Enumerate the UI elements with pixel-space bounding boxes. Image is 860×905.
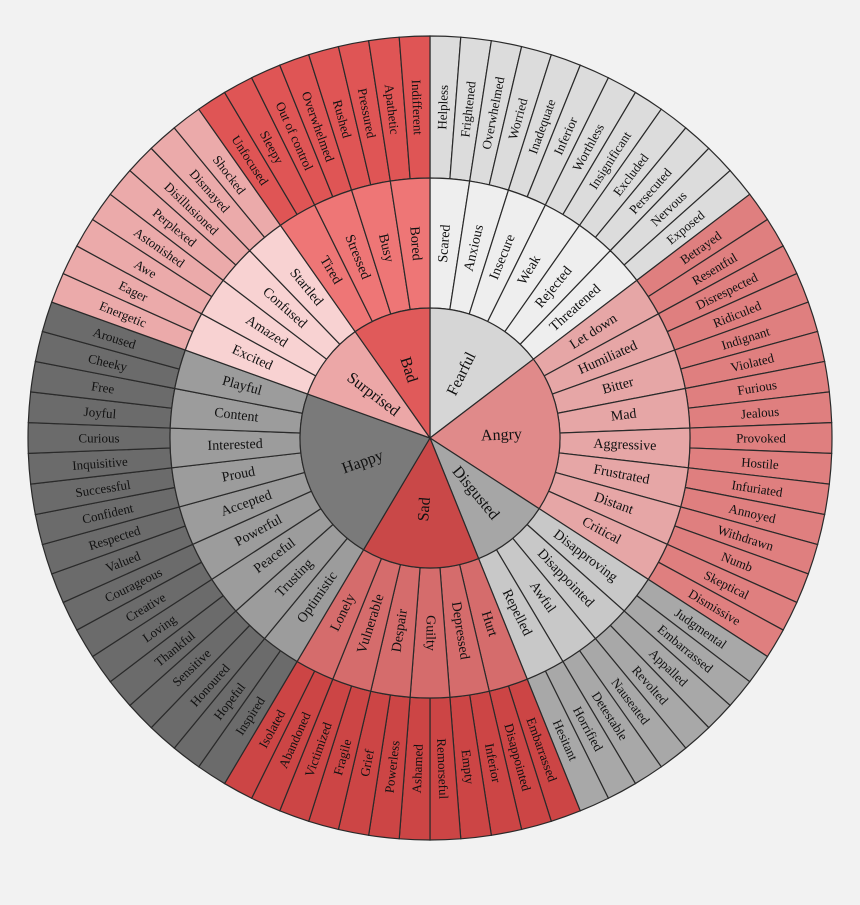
core-label-angry: Angry [481, 426, 523, 445]
middle-ring [169, 177, 691, 699]
leaf-label-empty: Empty [459, 749, 478, 786]
leaf-label-remorseful: Remorseful [434, 738, 451, 800]
outer-ring [27, 35, 833, 841]
emotion-label-bored: Bored [406, 226, 424, 261]
core-segment-fearful [429, 307, 535, 440]
emotion-label-guilty: Guilty [423, 615, 438, 651]
emotion-label-despair: Despair [389, 608, 411, 654]
core-label-sad: Sad [415, 497, 434, 522]
leaf-label-ashamed: Ashamed [409, 743, 426, 793]
leaf-label-hostile: Hostile [741, 454, 780, 472]
leaf-label-indifferent: Indifferent [409, 79, 426, 135]
core-segment-bad [354, 307, 431, 440]
core-segment-sad [362, 436, 480, 569]
core-segment-surprised [306, 330, 432, 440]
emotion-label-aggressive: Aggressive [593, 437, 657, 454]
core-segment-disgusted [428, 436, 540, 560]
leaf-label-grief: Grief [357, 747, 377, 777]
leaf-label-powerless: Powerless [382, 740, 403, 794]
core-segment-happy [299, 393, 431, 551]
leaf-label-helpless: Helpless [434, 85, 451, 130]
leaf-label-free: Free [90, 378, 115, 396]
leaf-label-joyful: Joyful [83, 404, 117, 421]
emotion-label-interested: Interested [207, 437, 263, 454]
core-segment-angry [428, 358, 561, 510]
leaf-label-frightened: Frightened [457, 80, 478, 138]
emotion-label-proud: Proud [221, 465, 257, 486]
leaf-label-apathetic: Apathetic [382, 83, 403, 135]
leaf-label-jealous: Jealous [740, 404, 779, 422]
leaf-label-provoked: Provoked [736, 431, 786, 446]
core-ring [299, 307, 561, 569]
leaf-label-curious: Curious [78, 431, 119, 446]
emotion-label-content: Content [213, 406, 259, 426]
emotion-label-hurt: Hurt [478, 609, 500, 638]
leaf-label-furious: Furious [736, 377, 778, 398]
emotion-label-busy: Busy [375, 232, 396, 263]
core-label-bad: Bad [396, 355, 420, 385]
leaf-label-inquisitive: Inquisitive [72, 454, 129, 473]
emotion-label-mad: Mad [610, 407, 637, 425]
emotion-label-scared: Scared [436, 224, 454, 263]
